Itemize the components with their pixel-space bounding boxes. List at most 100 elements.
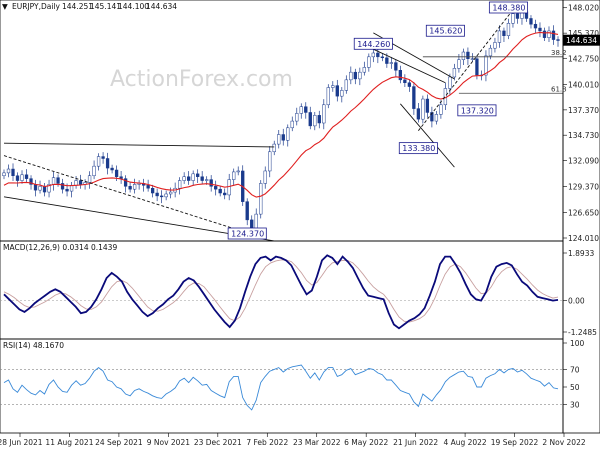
candle-body [87, 175, 92, 183]
ohlc-close: 144.634 [146, 2, 177, 11]
candle-body [551, 30, 556, 40]
candle-body [421, 98, 425, 120]
candle-body [51, 177, 56, 185]
price-panel-frame [0, 0, 564, 242]
candle-body [263, 170, 267, 184]
candle-body [205, 179, 209, 181]
axis-layer: 148.020 145.370 142.750 140.010 137.370 134.7… [0, 4, 599, 447]
ohlc-open: 144.251 [62, 2, 93, 11]
price-label-box [457, 104, 497, 117]
ohlc-high: 145.141 [90, 2, 121, 11]
candle-body [209, 179, 213, 187]
macd-line [3, 254, 559, 330]
current-price-text: 144.634 [566, 36, 597, 45]
candle-body [529, 18, 533, 25]
candle-body [403, 79, 407, 83]
candle-body [502, 30, 506, 36]
price-axis-label: 129.370 [568, 183, 599, 192]
candle-body [187, 176, 191, 181]
candle-body [394, 62, 398, 71]
candle-body [69, 185, 74, 192]
candle-body [457, 59, 461, 69]
candle-body [416, 108, 421, 120]
price-axis-label: 134.730 [568, 131, 599, 140]
price-label-text: 144.260 [357, 40, 390, 49]
x-axis-label: 23 Mar 2022 [293, 438, 341, 447]
candle-body [29, 178, 33, 185]
candle-body [466, 51, 470, 59]
candle-body [277, 134, 281, 145]
candle-body [223, 192, 227, 196]
candle-body [6, 168, 11, 174]
rsi-title: RSI(14) 48.1670 [3, 341, 64, 350]
candle-body [358, 71, 362, 80]
fib-label: 38.2 [551, 49, 567, 57]
moving-average-line [3, 31, 559, 198]
candle-body [110, 167, 114, 171]
candle-body [259, 183, 263, 215]
candle-body [232, 171, 236, 180]
candle-body [452, 68, 457, 78]
candle-body [506, 23, 511, 36]
price-label-box [353, 37, 393, 50]
candle-body [169, 191, 173, 195]
rsi-line [3, 364, 559, 411]
candle-body [385, 57, 389, 64]
price-axis-label: 137.370 [568, 106, 599, 115]
price-label-text: 133.380 [402, 144, 435, 153]
candle-body [15, 175, 20, 181]
x-axis-label: 6 May 2022 [344, 438, 388, 447]
candle-body [376, 52, 380, 58]
candle-body [286, 127, 290, 141]
trendline-up-channel [418, 3, 518, 131]
ohlc-low: 144.100 [118, 2, 149, 11]
candle-body [236, 170, 240, 173]
candle-body [178, 180, 182, 189]
candle-body [20, 174, 24, 181]
rsi-axis-label: 50 [570, 383, 580, 392]
price-label-box [227, 227, 267, 240]
candle-body [344, 79, 348, 91]
candle-body [227, 179, 231, 196]
candle-body [24, 174, 29, 179]
symbol-label: EURJPY,Daily [12, 2, 61, 11]
candle-body [430, 112, 434, 122]
candle-body [299, 106, 303, 114]
candle-body [434, 114, 439, 122]
x-axis-label: 9 Nov 2021 [147, 438, 190, 447]
candle-body [353, 71, 357, 80]
macd-axis-label: -1.2485 [568, 328, 597, 337]
candle-body [196, 173, 200, 177]
candle-body [542, 30, 547, 38]
x-axis-label: 24 Sep 2021 [95, 438, 143, 447]
candle-body [245, 201, 249, 221]
candle-body [331, 85, 335, 88]
candle-body [146, 185, 150, 189]
candle-body [484, 55, 488, 76]
candle-body [164, 193, 168, 198]
candle-body [150, 187, 155, 194]
price-layer: 38.2 61.8 [2, 3, 567, 242]
x-axis-label: 11 Aug 2021 [45, 438, 93, 447]
candle-body [511, 13, 515, 24]
candle-body [101, 156, 105, 159]
x-axis-label: 4 Aug 2022 [443, 438, 486, 447]
macd-axis-label: 1.8933 [568, 249, 594, 258]
current-price-tag [563, 34, 600, 46]
candle-body [340, 90, 344, 97]
x-axis-label: 21 Jun 2022 [393, 438, 438, 447]
fib-label: 61.8 [551, 85, 567, 93]
macd-axis-label: 0.00 [568, 297, 585, 306]
candle-body [304, 106, 308, 113]
candle-body [92, 165, 96, 177]
candle-body [556, 39, 560, 41]
price-label-box [425, 24, 465, 37]
price-label-box [398, 142, 438, 155]
price-axis-label: 148.020 [568, 4, 599, 13]
candle-body [155, 192, 159, 197]
candle-body [448, 76, 452, 89]
price-label-text: 137.320 [461, 106, 494, 115]
rsi-layer [0, 364, 563, 411]
candle-body [96, 156, 101, 167]
